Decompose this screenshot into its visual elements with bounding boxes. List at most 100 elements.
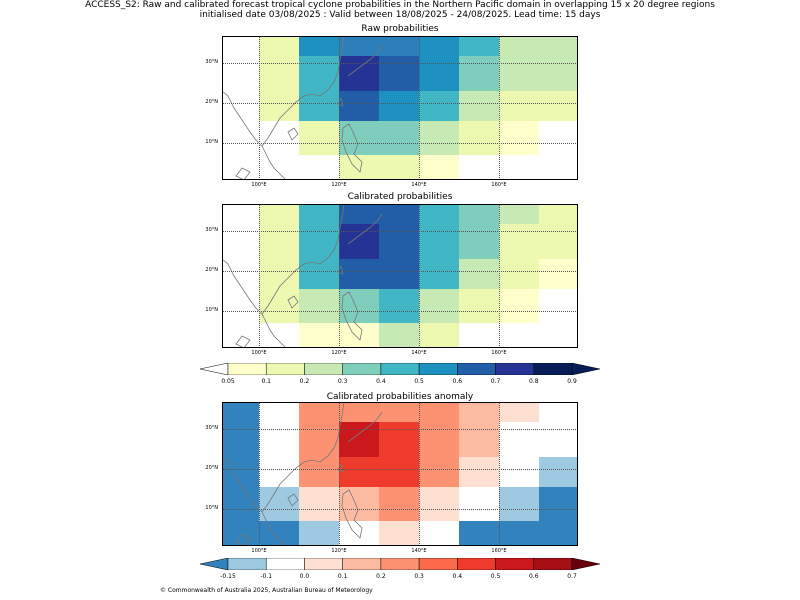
longitude-gridline <box>339 36 340 180</box>
region-cell <box>222 422 259 457</box>
region-cell <box>339 259 379 289</box>
colorbar-tick-label: 0.7 <box>490 378 501 385</box>
colorbar-bin <box>265 558 305 570</box>
region-cell <box>419 56 459 91</box>
copyright-notice: © Commonwealth of Australia 2025, Austra… <box>160 587 373 594</box>
region-cell <box>379 457 419 487</box>
region-cell <box>499 121 539 155</box>
colorbar-bin <box>495 558 535 570</box>
colorbar-tick-label: 0.1 <box>337 573 348 580</box>
region-cell <box>299 402 339 422</box>
colorbar-bin <box>342 363 382 375</box>
region-cell <box>419 155 459 180</box>
latitude-gridline <box>222 103 578 104</box>
coastline-outline <box>222 402 383 546</box>
raw-probabilities-map <box>222 36 578 180</box>
figure-title-line1: ACCESS_S2: Raw and calibrated forecast t… <box>85 0 715 10</box>
colorbar-tick-label: 0.5 <box>414 378 424 385</box>
region-cell <box>339 402 379 422</box>
colorbar-tick-label: 0.0 <box>299 573 310 580</box>
region-cell <box>299 422 339 457</box>
longitude-tick-label: 140°E <box>411 350 427 356</box>
region-cell <box>339 422 379 457</box>
latitude-tick-label: 10°N <box>205 139 218 145</box>
region-cell <box>499 91 539 121</box>
colorbar-tick-label: 0.2 <box>376 573 386 580</box>
latitude-gridline <box>222 469 578 470</box>
latitude-gridline <box>222 231 578 232</box>
latitude-tick-label: 20°N <box>205 99 218 105</box>
longitude-tick-label: 160°E <box>491 350 507 356</box>
region-cell <box>339 56 379 91</box>
region-cell <box>419 402 459 422</box>
region-cell <box>259 422 299 457</box>
region-cell <box>222 323 259 348</box>
region-cell <box>379 91 419 121</box>
region-cell <box>499 36 539 56</box>
region-cell <box>539 402 578 422</box>
region-cell <box>459 121 499 155</box>
region-cell <box>379 323 419 348</box>
colorbar-bin <box>342 558 382 570</box>
region-cell <box>459 224 499 259</box>
region-cell <box>222 121 259 155</box>
latitude-tick-label: 10°N <box>205 307 218 313</box>
anomaly-colorbar <box>200 558 600 570</box>
region-cell <box>499 155 539 180</box>
region-cell <box>459 56 499 91</box>
latitude-gridline <box>222 143 578 144</box>
colorbar-bin <box>304 558 343 570</box>
region-cell <box>419 422 459 457</box>
region-cell <box>379 487 419 521</box>
latitude-tick-label: 30°N <box>205 425 218 431</box>
region-cell <box>419 36 459 56</box>
latitude-gridline <box>222 271 578 272</box>
region-cell <box>459 204 499 224</box>
region-cell <box>299 521 339 546</box>
region-cell <box>299 204 339 224</box>
calibrated-probabilities-map <box>222 204 578 348</box>
longitude-gridline <box>419 402 420 546</box>
region-cell <box>379 121 419 155</box>
colorbar-bin <box>265 363 305 375</box>
latitude-gridline <box>222 63 578 64</box>
region-cell <box>419 224 459 259</box>
region-cell <box>299 36 339 56</box>
region-cell <box>379 56 419 91</box>
colorbar-under-extension <box>200 558 229 570</box>
region-cell <box>299 323 339 348</box>
region-cell <box>222 56 259 91</box>
longitude-tick-label: 140°E <box>411 182 427 188</box>
region-cell <box>259 155 299 180</box>
region-cell <box>299 121 339 155</box>
coastline-outline <box>222 204 383 348</box>
region-cell <box>459 91 499 121</box>
region-cell <box>419 487 459 521</box>
region-cell <box>419 323 459 348</box>
colorbar-bin <box>380 363 420 375</box>
region-cell <box>222 155 259 180</box>
region-cell <box>299 487 339 521</box>
region-cell <box>299 155 339 180</box>
region-cell <box>459 457 499 487</box>
region-cell <box>259 323 299 348</box>
region-cell <box>259 224 299 259</box>
region-cell <box>259 487 299 521</box>
region-cell <box>259 121 299 155</box>
region-cell <box>259 289 299 323</box>
colorbar-under-extension <box>200 363 229 375</box>
region-cell <box>539 521 578 546</box>
region-cell <box>459 259 499 289</box>
longitude-tick-label: 160°E <box>491 182 507 188</box>
figure-title-line2: initialised date 03/08/2025 : Valid betw… <box>199 10 601 20</box>
coastline-outline <box>222 36 383 180</box>
region-cell <box>499 323 539 348</box>
colorbar-bin <box>533 363 573 375</box>
region-cell <box>222 487 259 521</box>
region-cell <box>419 521 459 546</box>
region-cell <box>539 457 578 487</box>
region-cell <box>299 289 339 323</box>
region-cell <box>222 224 259 259</box>
longitude-gridline <box>259 402 260 546</box>
latitude-tick-label: 30°N <box>205 227 218 233</box>
